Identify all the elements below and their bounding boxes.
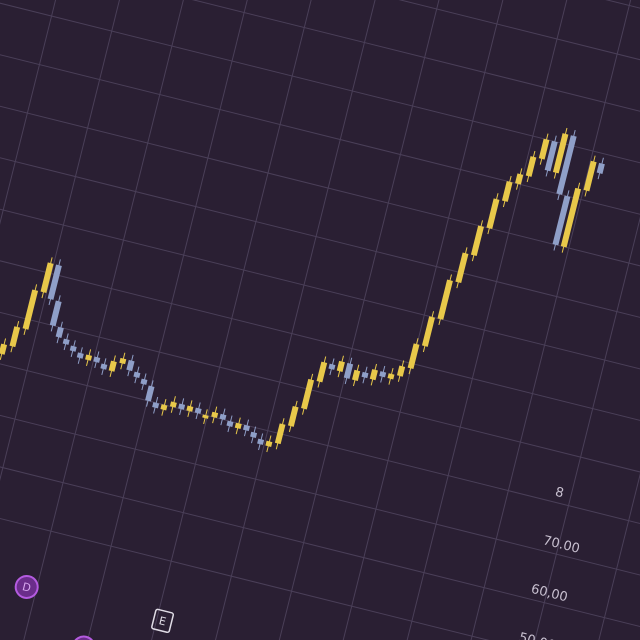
candle — [361, 371, 369, 379]
candle — [287, 405, 299, 427]
candle — [47, 264, 62, 300]
candle — [455, 252, 469, 284]
grid-line-minor — [0, 188, 640, 481]
candle — [194, 407, 202, 414]
candle — [596, 162, 605, 174]
candle — [250, 431, 258, 438]
grid-line-minor — [0, 140, 640, 432]
candle — [9, 326, 21, 348]
candle — [186, 405, 194, 412]
grid-line — [0, 431, 640, 640]
candle — [126, 359, 135, 372]
candle — [421, 316, 435, 347]
grid-line — [0, 382, 640, 640]
candle — [108, 360, 117, 372]
grid-line-vertical — [95, 0, 388, 640]
grid-line-vertical — [0, 0, 147, 640]
candle — [501, 181, 513, 202]
grid-line-vertical — [0, 0, 267, 640]
grid-line-minor — [0, 237, 640, 529]
candle — [556, 135, 577, 195]
candle — [274, 423, 286, 445]
candle — [55, 326, 64, 338]
grid-line — [0, 285, 640, 578]
candle — [145, 385, 155, 402]
candle — [316, 361, 328, 383]
candle — [100, 363, 108, 370]
candle — [387, 373, 395, 380]
y-tick-label: 8 — [554, 485, 566, 502]
grid-line-minor — [0, 0, 640, 190]
candle — [352, 369, 361, 381]
y-tick-label: 50.00,0 — [517, 630, 569, 640]
grid-line-minor — [0, 0, 640, 287]
candle — [219, 413, 227, 421]
candle — [407, 343, 420, 370]
candle — [257, 438, 265, 445]
candle — [336, 360, 345, 372]
candle — [515, 173, 524, 185]
grid-line-minor — [0, 43, 640, 335]
candle — [22, 289, 39, 330]
candle — [369, 369, 378, 381]
candle — [552, 195, 571, 246]
candle — [49, 300, 62, 327]
candle — [0, 343, 8, 355]
event-badge — [14, 574, 39, 599]
candle — [328, 363, 336, 370]
grid-line-vertical — [0, 0, 207, 640]
candle — [152, 402, 160, 409]
candle — [178, 403, 186, 410]
candle — [169, 401, 177, 408]
candle — [552, 133, 569, 174]
grid-line-vertical — [396, 0, 640, 640]
candle — [379, 371, 387, 378]
candle — [560, 187, 582, 248]
grid-line-vertical — [456, 0, 640, 640]
grid-line-minor — [0, 91, 640, 384]
candle — [85, 354, 93, 361]
grid-line-vertical — [155, 0, 448, 640]
candle — [525, 156, 537, 177]
grid-line-vertical — [276, 0, 568, 640]
candle — [40, 262, 54, 293]
grid-line-minor — [0, 0, 640, 238]
candle — [211, 411, 219, 418]
candle — [93, 356, 101, 363]
event-label: D — [21, 580, 32, 595]
candle — [119, 357, 127, 365]
candle — [62, 338, 70, 345]
candle — [437, 279, 453, 320]
candle — [538, 138, 550, 160]
grid-line-vertical — [336, 0, 628, 640]
candle — [76, 352, 84, 359]
candle — [301, 378, 315, 410]
event-label: E — [157, 614, 167, 628]
candle — [226, 420, 234, 427]
candle — [396, 365, 406, 377]
candle — [583, 160, 597, 192]
grid-line-vertical — [216, 0, 508, 640]
candle — [486, 198, 500, 229]
candle — [470, 225, 484, 257]
candle — [234, 422, 242, 430]
candle — [140, 378, 148, 385]
grid-line — [0, 334, 640, 626]
candle — [343, 362, 354, 379]
candle — [243, 424, 251, 432]
event-badge — [71, 635, 96, 640]
candle — [265, 440, 273, 447]
candle — [544, 140, 558, 172]
grid-line-vertical — [35, 0, 327, 640]
candle — [160, 404, 168, 411]
candle — [202, 414, 209, 419]
candle — [133, 371, 141, 378]
event-badge — [151, 608, 175, 634]
candle — [69, 345, 77, 352]
